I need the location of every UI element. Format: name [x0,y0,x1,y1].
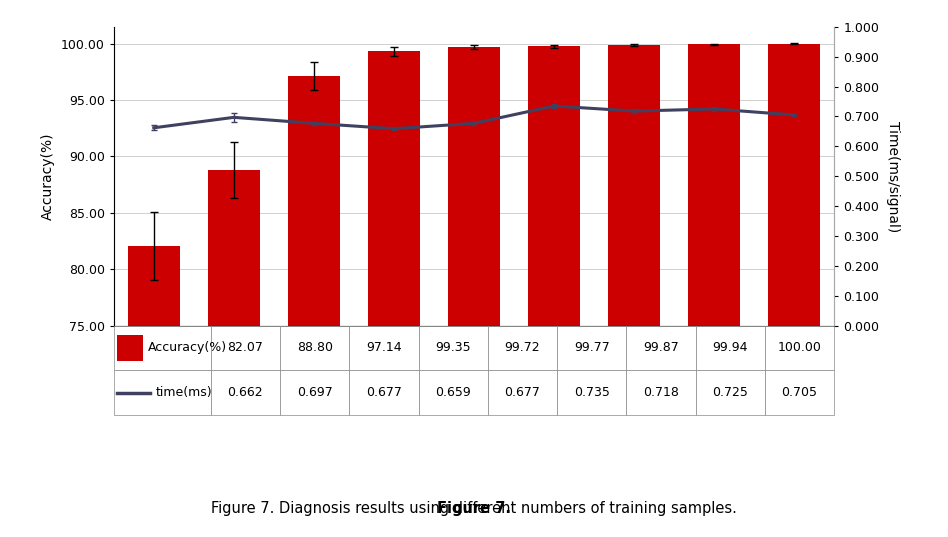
Text: 0.718: 0.718 [643,386,679,399]
Bar [128,246,180,537]
Text: 0.697: 0.697 [297,386,333,399]
Bar [208,170,260,537]
Bar [608,45,660,537]
Bar [488,325,557,371]
Bar [528,46,580,537]
Bar [627,371,696,415]
Bar [210,371,280,415]
Bar [557,371,627,415]
Bar [765,371,834,415]
Text: 99.35: 99.35 [435,342,471,354]
Bar [118,335,142,361]
Bar [448,47,500,537]
Text: 0.705: 0.705 [781,386,817,399]
Y-axis label: Accuracy(%): Accuracy(%) [42,133,55,220]
Text: 82.07: 82.07 [228,342,264,354]
Bar [765,325,834,371]
Text: Accuracy(%): Accuracy(%) [148,342,228,354]
Text: 100.00: 100.00 [777,342,822,354]
Bar [768,43,820,537]
Text: time(ms): time(ms) [155,386,212,399]
Bar [368,51,420,537]
Bar [349,325,419,371]
Bar [210,325,280,371]
Bar [488,371,557,415]
Bar [349,371,419,415]
Text: 0.735: 0.735 [574,386,610,399]
Text: 99.72: 99.72 [504,342,540,354]
Bar [419,325,488,371]
Bar [280,371,349,415]
Text: 0.677: 0.677 [366,386,402,399]
Text: 0.662: 0.662 [228,386,264,399]
Text: 97.14: 97.14 [366,342,402,354]
Bar [280,325,349,371]
Text: 88.80: 88.80 [297,342,333,354]
Y-axis label: Time(ms/signal): Time(ms/signal) [886,121,900,232]
Bar [419,371,488,415]
Bar [696,325,765,371]
Bar [688,45,740,537]
Text: Figure 7. Diagnosis results using different numbers of training samples.: Figure 7. Diagnosis results using differ… [211,500,737,516]
Bar [288,76,340,537]
Text: Figure 7.: Figure 7. [437,500,511,516]
Text: 0.659: 0.659 [435,386,471,399]
Text: 99.94: 99.94 [713,342,748,354]
Text: 0.677: 0.677 [504,386,540,399]
Text: Figure 7. Diagnosis results using different numbers of training samples.: Figure 7. Diagnosis results using differ… [211,500,737,516]
Bar [696,371,765,415]
Text: 0.725: 0.725 [712,386,748,399]
Text: 99.87: 99.87 [643,342,679,354]
Text: 99.77: 99.77 [574,342,610,354]
Bar [627,325,696,371]
Bar [557,325,627,371]
